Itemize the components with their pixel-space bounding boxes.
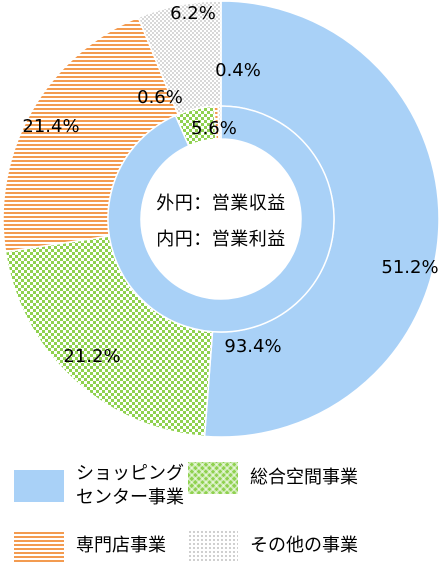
legend-item-general-space: 総合空間事業	[188, 462, 358, 494]
donut-chart: 51.2% 21.4% 21.2% 6.2% 93.4% 5.6% 0.6% 0.4%	[2, 0, 440, 438]
legend-swatch-gray	[188, 530, 238, 562]
legend-item-shopping-center: ショッピング センター事業	[14, 462, 184, 510]
legend-label: 総合空間事業	[250, 467, 358, 488]
legend-label: ショッピング センター事業	[76, 463, 184, 508]
legend-label: 専門店事業	[76, 535, 166, 556]
legend-swatch-blue	[14, 470, 64, 502]
inner-slice-other	[217, 105, 222, 140]
center-label-inner: 内円：営業利益	[156, 229, 286, 250]
center-label-outer: 外円：営業収益	[156, 193, 286, 214]
outer-slice-general-space	[4, 235, 214, 438]
inner-data-label-other: 0.4%	[215, 60, 261, 81]
legend-item-specialty-store: 専門店事業	[14, 530, 166, 562]
outer-data-label-specialty-store: 21.2%	[63, 346, 120, 367]
inner-slice-shopping-center	[107, 105, 335, 333]
legend-swatch-orange	[14, 530, 64, 562]
legend-item-other: その他の事業	[188, 530, 358, 562]
inner-data-label-shopping-center: 93.4%	[224, 336, 281, 357]
legend-label: その他の事業	[250, 535, 358, 556]
legend-swatch-green	[188, 462, 238, 494]
inner-data-label-specialty-store: 0.6%	[137, 87, 183, 108]
outer-data-label-shopping-center: 51.2%	[381, 257, 438, 278]
outer-data-label-general-space: 21.4%	[22, 116, 79, 137]
inner-data-label-general-space: 5.6%	[191, 118, 237, 139]
outer-data-label-other: 6.2%	[170, 3, 216, 24]
